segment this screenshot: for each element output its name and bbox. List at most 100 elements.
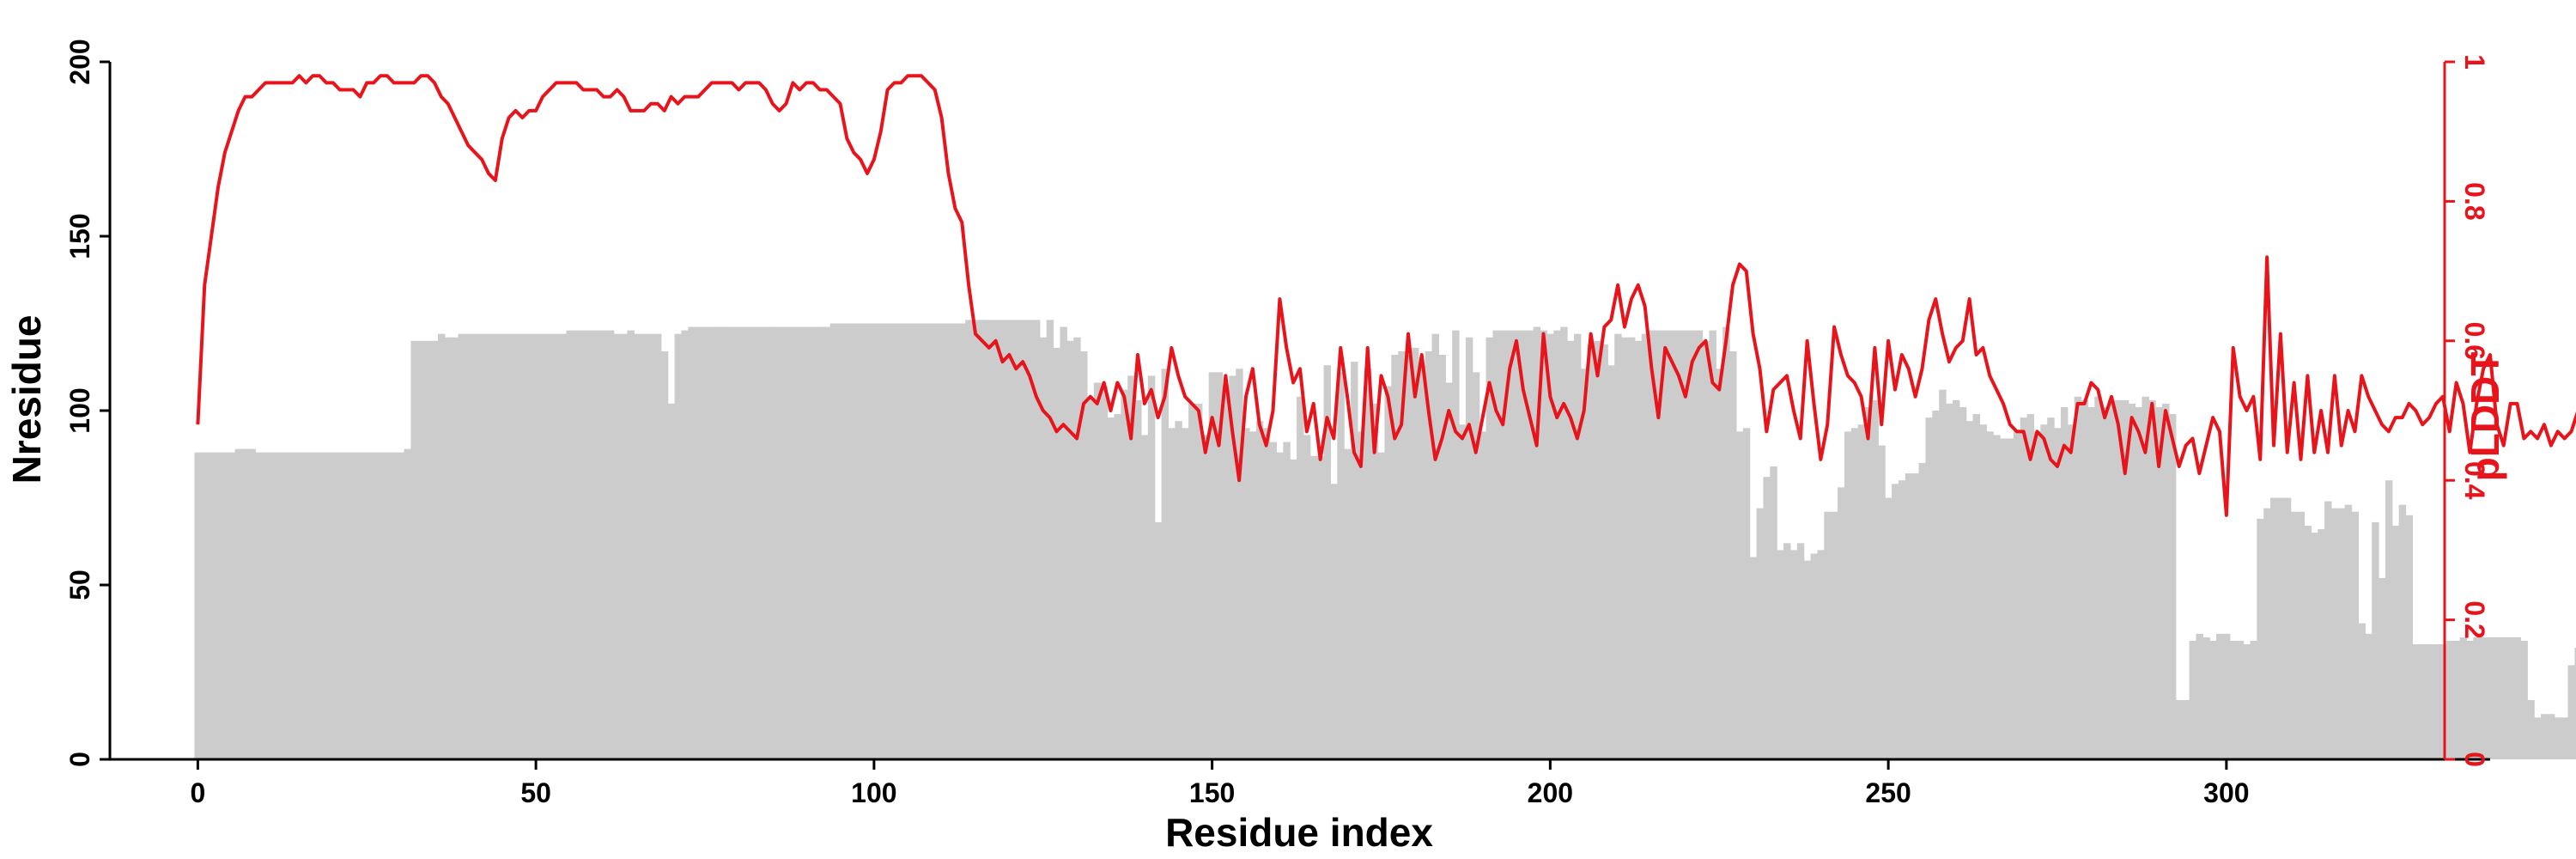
nresidue-bar: [2168, 414, 2177, 759]
nresidue-bar: [1262, 428, 1271, 759]
nresidue-bar: [1885, 497, 1893, 759]
nresidue-bar: [1276, 452, 1284, 759]
nresidue-bar: [1573, 333, 1582, 759]
nresidue-bar: [1323, 365, 1332, 759]
nresidue-bar: [221, 452, 229, 759]
nresidue-bar: [708, 326, 716, 759]
nresidue-bar: [356, 452, 364, 759]
nresidue-bar: [1418, 365, 1426, 759]
nresidue-bar: [1236, 369, 1243, 759]
nresidue-bar: [1201, 435, 1210, 759]
nresidue-bar: [1398, 350, 1406, 759]
nresidue-bar: [1803, 560, 1812, 759]
nresidue-bar: [870, 323, 878, 759]
nresidue-bar: [1952, 399, 1960, 759]
x-tick-label: 0: [190, 777, 205, 808]
nresidue-bar: [282, 452, 290, 759]
nresidue-bar: [951, 323, 959, 759]
nresidue-bar: [1742, 428, 1751, 759]
nresidue-bar: [634, 333, 641, 759]
nresidue-bar: [573, 330, 580, 759]
nresidue-bar: [945, 323, 953, 759]
nresidue-bar: [2439, 644, 2447, 759]
nresidue-bar: [451, 337, 459, 759]
nresidue-bar: [2561, 717, 2569, 759]
y-tick-label: 100: [64, 387, 95, 433]
nresidue-bar: [2283, 497, 2292, 759]
nresidue-bar: [1506, 330, 1514, 759]
nresidue-bar: [201, 452, 209, 759]
nresidue-bar: [2520, 640, 2528, 759]
nresidue-bar: [2040, 424, 2048, 759]
nresidue-bar: [2452, 640, 2461, 759]
nresidue-bar: [302, 452, 310, 759]
nresidue-bar: [735, 326, 743, 759]
nresidue-bar: [1452, 330, 1460, 759]
nresidue-bar: [1770, 466, 1777, 759]
nresidue-bar: [519, 333, 526, 759]
nresidue-bar: [2398, 504, 2407, 759]
nresidue-bar: [2405, 515, 2414, 759]
nresidue-bar: [890, 323, 899, 759]
nresidue-bar: [2081, 399, 2089, 759]
nresidue-bar: [1972, 414, 1981, 759]
nresidue-bar: [2060, 406, 2069, 759]
nresidue-bar: [586, 330, 594, 759]
nresidue-bar: [295, 452, 304, 759]
y-axis-title: Nresidue: [4, 315, 49, 484]
nresidue-bar: [999, 320, 1007, 759]
nresidue-bar: [877, 323, 885, 759]
nresidue-bar: [2033, 431, 2041, 759]
nresidue-bar: [1932, 411, 1940, 759]
nresidue-bar: [1925, 417, 1933, 759]
nresidue-bar: [1485, 337, 1494, 759]
nresidue-bar: [2175, 699, 2184, 759]
nresidue-bar: [2506, 637, 2515, 759]
nresidue-bar: [816, 326, 824, 759]
nresidue-bar: [2567, 665, 2576, 759]
nresidue-bar: [343, 452, 351, 759]
nresidue-bar: [1722, 326, 1730, 759]
nresidue-bar: [336, 452, 344, 759]
nresidue-bar: [2527, 699, 2535, 759]
nresidue-bar: [1729, 350, 1737, 759]
nresidue-bar: [397, 452, 405, 759]
plddt-line-layer: [196, 74, 2576, 517]
nresidue-bar: [810, 326, 817, 759]
nresidue-bar: [1831, 511, 1838, 759]
nresidue-bar: [2155, 406, 2163, 759]
nresidue-bar: [904, 323, 912, 759]
nresidue-bar: [1357, 431, 1365, 759]
nresidue-bar: [769, 326, 777, 759]
nresidue-bar: [796, 326, 804, 759]
nresidue-bar: [1763, 477, 1771, 759]
nresidue-bar: [1735, 431, 1744, 759]
nresidue-bar: [688, 326, 696, 759]
nresidue-bar: [2128, 403, 2136, 759]
nresidue-bar: [1114, 414, 1121, 759]
nresidue-bar: [2574, 648, 2576, 759]
nresidue-bar: [410, 340, 418, 759]
nresidue-bar: [1709, 330, 1716, 759]
nresidue-bar: [417, 340, 425, 759]
nresidue-bar: [1309, 455, 1318, 759]
nresidue-bar: [1810, 553, 1819, 759]
nresidue-bar: [667, 403, 676, 759]
nresidue-bar: [2047, 417, 2055, 759]
nresidue-bar: [377, 452, 385, 759]
nresidue-bar: [323, 452, 331, 759]
nresidue-bar: [1269, 442, 1278, 759]
nresidue-bar: [1297, 396, 1304, 759]
nresidue-bar: [823, 326, 831, 759]
nresidue-bar: [911, 323, 919, 759]
nresidue-bar: [2324, 501, 2332, 759]
x-tick-label: 50: [520, 777, 551, 808]
nresidue-bar: [1540, 330, 1548, 759]
nresidue-bar: [390, 452, 398, 759]
nresidue-bar: [702, 326, 709, 759]
nresidue-bar: [613, 333, 622, 759]
nresidue-bar: [1121, 389, 1128, 759]
nresidue-bar: [1878, 445, 1886, 759]
nresidue-bar: [742, 326, 750, 759]
nresidue-bar: [1621, 337, 1629, 759]
